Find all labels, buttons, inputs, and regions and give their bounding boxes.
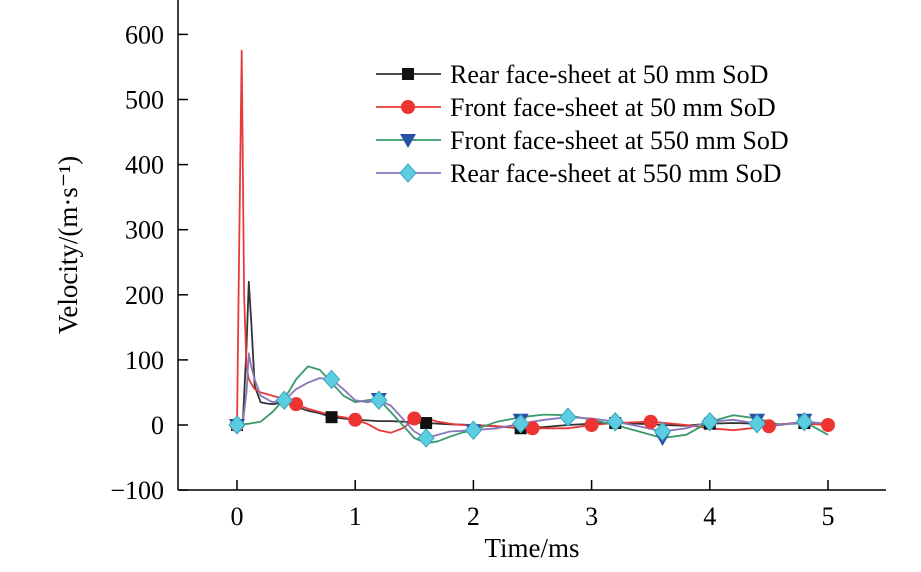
series-4-point xyxy=(701,411,719,432)
y-tick-label: 0 xyxy=(151,411,164,440)
legend-marker-1 xyxy=(402,68,414,80)
series-line-4 xyxy=(236,352,829,439)
y-tick-label: 400 xyxy=(125,151,164,180)
series-4-point xyxy=(417,428,435,448)
x-tick-label: 3 xyxy=(585,502,598,531)
y-tick-label: 500 xyxy=(125,86,164,115)
legend-label-2: Front face-sheet at 50 mm SoD xyxy=(450,93,776,122)
legend-marker-4 xyxy=(399,163,417,183)
series-2-point xyxy=(761,419,776,434)
series-4-point xyxy=(795,411,814,432)
series-4-point xyxy=(748,413,766,434)
x-ticks: 0 1 2 3 4 5 xyxy=(231,480,835,531)
series-2-point xyxy=(525,421,540,436)
y-axis-title: Velocity/(m·s⁻¹) xyxy=(53,156,83,334)
x-tick-label: 4 xyxy=(703,502,716,531)
series-line-3 xyxy=(236,365,829,445)
series-2-point xyxy=(821,418,835,432)
x-tick-label: 1 xyxy=(349,502,362,531)
axes xyxy=(177,0,886,491)
x-axis-title: Time/ms xyxy=(484,533,579,563)
series-2-point xyxy=(584,418,599,432)
legend-marker-2 xyxy=(401,100,415,114)
series-2-point xyxy=(407,411,422,426)
legend-label-1: Rear face-sheet at 50 mm SoD xyxy=(450,60,768,89)
series-4-point xyxy=(370,390,388,411)
x-tick-label: 0 xyxy=(231,502,244,531)
series-4-point xyxy=(275,390,293,411)
legend: Rear face-sheet at 50 mm SoD Front face-s… xyxy=(376,60,789,188)
series-4-point xyxy=(512,413,530,434)
series-2-point xyxy=(643,414,658,429)
series-4-point xyxy=(322,369,341,390)
y-ticks: −100 0 100 200 300 400 500 600 xyxy=(110,20,188,505)
legend-label-4: Rear face-sheet at 550 mm SoD xyxy=(450,159,781,188)
series-2-point xyxy=(289,397,304,412)
series-4-point xyxy=(653,421,672,442)
series-1-point xyxy=(420,417,433,430)
legend-label-3: Front face-sheet at 550 mm SoD xyxy=(450,126,789,155)
series-2-point xyxy=(348,412,363,427)
series-1-point xyxy=(325,411,338,424)
series-4-point xyxy=(559,407,577,427)
legend-marker-3 xyxy=(400,134,416,148)
series-4-point xyxy=(464,420,483,440)
y-tick-label: 200 xyxy=(125,281,164,310)
x-tick-label: 5 xyxy=(822,502,835,531)
y-tick-label: 100 xyxy=(125,346,164,375)
series-line-1 xyxy=(236,280,829,430)
y-tick-label: 300 xyxy=(125,216,164,245)
y-tick-label: −100 xyxy=(110,476,164,505)
series-4-point xyxy=(228,415,246,435)
x-tick-label: 2 xyxy=(467,502,480,531)
series-markers xyxy=(228,369,835,448)
y-tick-label: 600 xyxy=(125,20,164,49)
series-4-point xyxy=(606,411,624,432)
